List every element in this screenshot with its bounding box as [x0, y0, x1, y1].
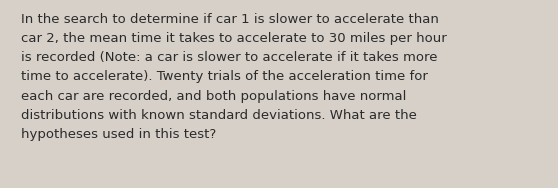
Text: In the search to determine if car 1 is slower to accelerate than
car 2, the mean: In the search to determine if car 1 is s…	[21, 13, 446, 141]
